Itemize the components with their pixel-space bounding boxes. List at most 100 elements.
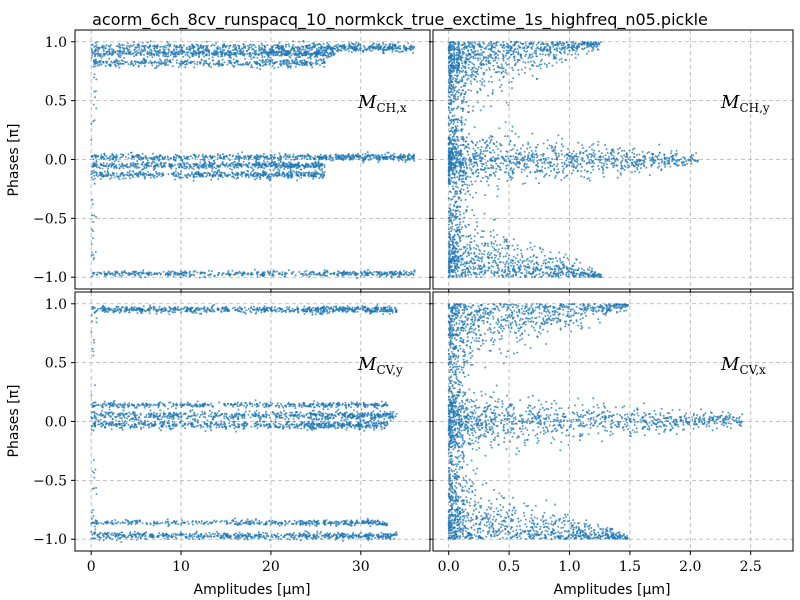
scatter-point: [504, 265, 507, 268]
scatter-point: [329, 45, 331, 48]
scatter-point: [253, 44, 256, 47]
scatter-point: [299, 168, 302, 171]
scatter-point: [146, 50, 149, 53]
scatter-point: [175, 167, 178, 170]
scatter-point: [334, 156, 337, 158]
scatter-point: [292, 61, 295, 64]
scatter-point: [469, 46, 472, 49]
scatter-point: [364, 152, 367, 155]
scatter-point: [121, 163, 124, 166]
scatter-point: [246, 169, 249, 172]
scatter-point: [119, 44, 122, 47]
scatter-point: [207, 165, 210, 168]
scatter-point: [288, 62, 291, 65]
scatter-point: [234, 174, 237, 177]
scatter-point: [117, 64, 120, 67]
scatter-point: [129, 165, 132, 168]
scatter-point: [326, 48, 329, 51]
scatter-point: [322, 54, 325, 57]
scatter-point: [312, 44, 315, 47]
scatter-point: [178, 164, 181, 167]
scatter-point: [465, 255, 468, 258]
scatter-point: [103, 53, 106, 56]
scatter-point: [409, 272, 412, 275]
scatter-point: [280, 51, 283, 54]
scatter-point: [234, 53, 237, 55]
scatter-point: [126, 171, 129, 174]
scatter-point: [376, 45, 379, 48]
scatter-point: [497, 188, 500, 191]
scatter-point: [248, 157, 250, 160]
scatter-point: [212, 171, 215, 174]
scatter-point: [174, 170, 177, 173]
scatter-point: [289, 56, 292, 59]
scatter-point: [272, 52, 275, 55]
scatter-point: [252, 48, 255, 51]
scatter-point: [464, 56, 467, 59]
scatter-point: [452, 97, 455, 100]
scatter-point: [174, 271, 177, 274]
scatter-point: [523, 150, 526, 153]
scatter-point: [615, 157, 618, 160]
scatter-point: [536, 162, 539, 165]
scatter-point: [249, 172, 252, 175]
scatter-point: [447, 251, 450, 254]
scatter-point: [413, 159, 416, 162]
scatter-point: [502, 261, 505, 264]
scatter-point: [191, 167, 194, 170]
scatter-point: [469, 176, 472, 179]
scatter-point: [317, 53, 320, 56]
scatter-point: [280, 166, 283, 169]
scatter-point: [309, 165, 312, 168]
scatter-point: [531, 132, 534, 135]
scatter-point: [250, 66, 253, 69]
scatter-point: [195, 43, 198, 46]
scatter-point: [211, 176, 214, 179]
scatter-point: [283, 168, 286, 171]
scatter-point: [249, 52, 252, 55]
scatter-point: [341, 274, 344, 277]
scatter-point: [148, 44, 151, 47]
scatter-point: [286, 167, 289, 170]
scatter-point: [93, 73, 96, 76]
scatter-point: [256, 273, 259, 276]
scatter-point: [263, 156, 266, 159]
scatter-point: [365, 271, 368, 274]
scatter-point: [306, 274, 309, 277]
scatter-point: [327, 53, 330, 56]
scatter-point: [136, 160, 139, 162]
scatter-point: [132, 41, 135, 44]
scatter-point: [109, 177, 112, 180]
scatter-point: [306, 60, 309, 63]
scatter-point: [237, 272, 240, 275]
scatter-point: [479, 236, 482, 238]
scatter-point: [292, 270, 295, 273]
scatter-point: [105, 44, 108, 47]
scatter-point: [413, 269, 416, 272]
scatter-point: [101, 167, 104, 170]
scatter-point: [202, 156, 205, 159]
scatter-point: [315, 47, 318, 50]
scatter-point: [369, 45, 372, 48]
scatter-point: [103, 54, 106, 57]
scatter-point: [233, 61, 236, 64]
scatter-point: [259, 48, 262, 51]
scatter-point: [338, 156, 341, 159]
scatter-point: [271, 161, 274, 163]
scatter-point: [221, 64, 224, 67]
scatter-point: [186, 166, 188, 169]
scatter-point: [296, 179, 299, 182]
scatter-point: [156, 164, 159, 167]
scatter-point: [316, 273, 318, 276]
scatter-point: [132, 176, 134, 179]
scatter-point: [218, 169, 220, 172]
scatter-point: [266, 270, 269, 273]
scatter-point: [323, 65, 326, 68]
scatter-point: [244, 63, 247, 66]
scatter-point: [399, 154, 401, 157]
scatter-point: [184, 53, 187, 56]
scatter-point: [249, 43, 252, 46]
scatter-point: [92, 258, 95, 261]
scatter-point: [309, 53, 312, 56]
scatter-point: [211, 167, 214, 170]
